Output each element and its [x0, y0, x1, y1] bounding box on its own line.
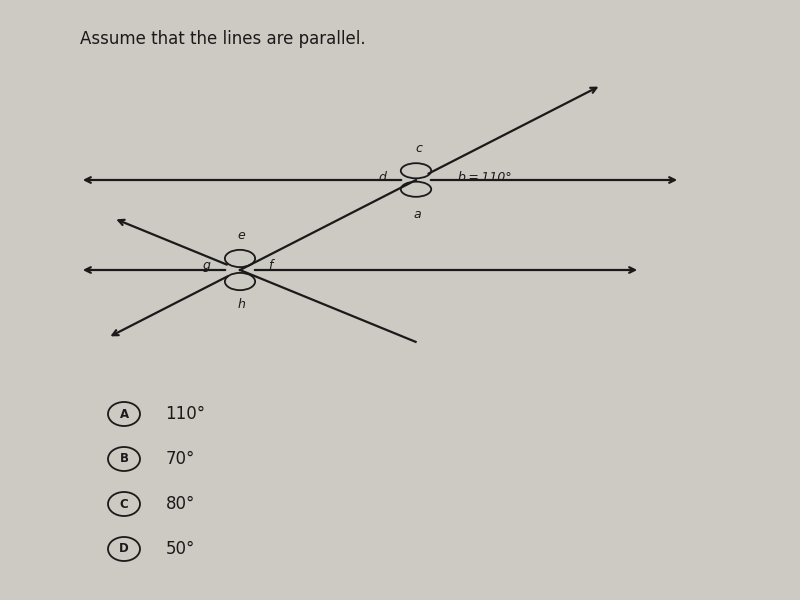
- Text: C: C: [120, 497, 128, 511]
- Text: B: B: [119, 452, 129, 466]
- Text: b = 110°: b = 110°: [458, 171, 511, 184]
- Text: d: d: [378, 171, 386, 184]
- Text: D: D: [119, 542, 129, 556]
- Text: c: c: [416, 142, 422, 155]
- Text: f: f: [268, 259, 273, 272]
- Text: A: A: [119, 407, 129, 421]
- Text: 70°: 70°: [166, 450, 195, 468]
- Text: a: a: [414, 208, 422, 221]
- Text: h: h: [238, 298, 246, 311]
- Text: 50°: 50°: [166, 540, 195, 558]
- Text: e: e: [238, 229, 246, 242]
- Text: 80°: 80°: [166, 495, 195, 513]
- Text: Assume that the lines are parallel.: Assume that the lines are parallel.: [80, 30, 366, 48]
- Text: 110°: 110°: [166, 405, 206, 423]
- Text: g: g: [202, 259, 210, 272]
